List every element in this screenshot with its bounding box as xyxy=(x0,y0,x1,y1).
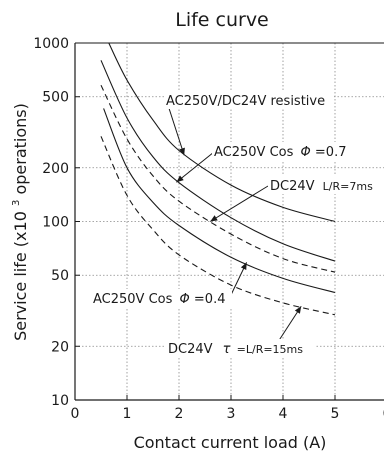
curve-series-3 xyxy=(100,84,336,273)
label-cos04-value: =0.4 xyxy=(194,292,226,307)
label-resistive: AC250V/DC24V resistive xyxy=(166,94,325,109)
y-tick-label: 100 xyxy=(42,215,69,231)
label-cos07: AC250V Cos Φ =0.7 xyxy=(214,145,346,160)
y-axis-label: Service life (x10 3 operations) xyxy=(4,103,30,341)
x-tick-label: 6 xyxy=(383,406,384,422)
curve-series-4 xyxy=(103,108,336,294)
y-axis-label-main: Service life (x10 xyxy=(11,211,30,341)
y-axis-label-tail: operations) xyxy=(11,103,30,194)
x-tick-label: 2 xyxy=(175,406,184,422)
chart-title: Life curve xyxy=(175,9,269,31)
label-cos04-main: AC250V Cos xyxy=(93,292,173,307)
x-tick-label: 1 xyxy=(123,406,132,422)
label-cos04: AC250V Cos Φ =0.4 xyxy=(93,292,225,307)
leader-line xyxy=(209,185,269,222)
curve-series-5 xyxy=(100,136,336,316)
leader-arrowhead xyxy=(210,215,218,222)
leader-arrowhead xyxy=(176,175,184,183)
curves xyxy=(100,42,336,316)
label-dc24-7ms-main: DC24V xyxy=(270,179,315,194)
label-dc24-7ms-value: L/R=7ms xyxy=(323,180,373,193)
label-cos04-phi: Φ xyxy=(180,292,190,307)
label-dc24-15ms: DC24V τ =L/R=15ms xyxy=(168,342,303,357)
curve-series-2 xyxy=(100,60,336,262)
label-dc24-15ms-tau: τ xyxy=(223,342,231,357)
y-tick-label: 50 xyxy=(51,268,69,284)
x-axis-label: Contact current load (A) xyxy=(134,433,327,452)
label-bg-dc24-7ms xyxy=(268,176,384,194)
plot-frame xyxy=(74,42,384,401)
y-axis-label-sup: 3 xyxy=(11,200,22,206)
curve-series-1 xyxy=(108,42,336,223)
leader-lines xyxy=(165,98,302,346)
y-tick-label: 10 xyxy=(51,393,69,409)
leader-arrowhead xyxy=(179,147,185,156)
leader-line xyxy=(176,151,215,183)
label-bg-cos07 xyxy=(212,142,352,160)
x-tick-label: 5 xyxy=(331,406,340,422)
label-bg-dc24-15ms xyxy=(166,339,316,357)
label-dc24-15ms-main: DC24V xyxy=(168,342,213,357)
label-bg-cos04 xyxy=(92,289,232,307)
label-cos07-value: =0.7 xyxy=(315,145,347,160)
y-tick-label: 20 xyxy=(51,339,69,355)
label-dc24-15ms-value: =L/R=15ms xyxy=(237,343,304,356)
label-cos07-phi: Φ xyxy=(301,145,311,160)
x-tick-label: 0 xyxy=(71,406,80,422)
leader-arrowhead xyxy=(240,262,247,271)
y-tick-label: 200 xyxy=(42,161,69,177)
x-tick-label: 3 xyxy=(227,406,236,422)
label-cos07-main: AC250V Cos xyxy=(214,145,294,160)
label-dc24-7ms: DC24V L/R=7ms xyxy=(270,179,373,194)
x-tick-labels: 0 1 2 3 4 5 6 xyxy=(71,406,384,422)
x-tick-label: 4 xyxy=(279,406,288,422)
y-tick-label: 500 xyxy=(42,90,69,106)
leader-arrowhead xyxy=(294,306,302,314)
leader-line xyxy=(275,306,302,346)
label-bg-resistive xyxy=(164,91,332,109)
y-tick-labels: 10 20 50 100 200 500 1000 xyxy=(33,36,69,409)
y-tick-label: 1000 xyxy=(33,36,69,52)
